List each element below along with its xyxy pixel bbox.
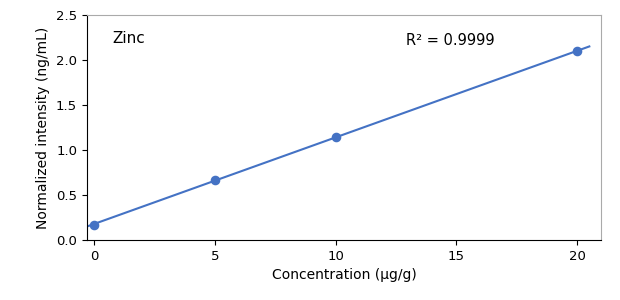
Text: Zinc: Zinc [113,31,145,46]
Text: R² = 0.9999: R² = 0.9999 [406,33,495,48]
Point [210,177,220,182]
Point [572,49,582,53]
Point [330,135,340,140]
Y-axis label: Normalized intensity (ng/mL): Normalized intensity (ng/mL) [37,26,50,229]
X-axis label: Concentration (μg/g): Concentration (μg/g) [272,268,417,282]
Point [89,222,99,227]
